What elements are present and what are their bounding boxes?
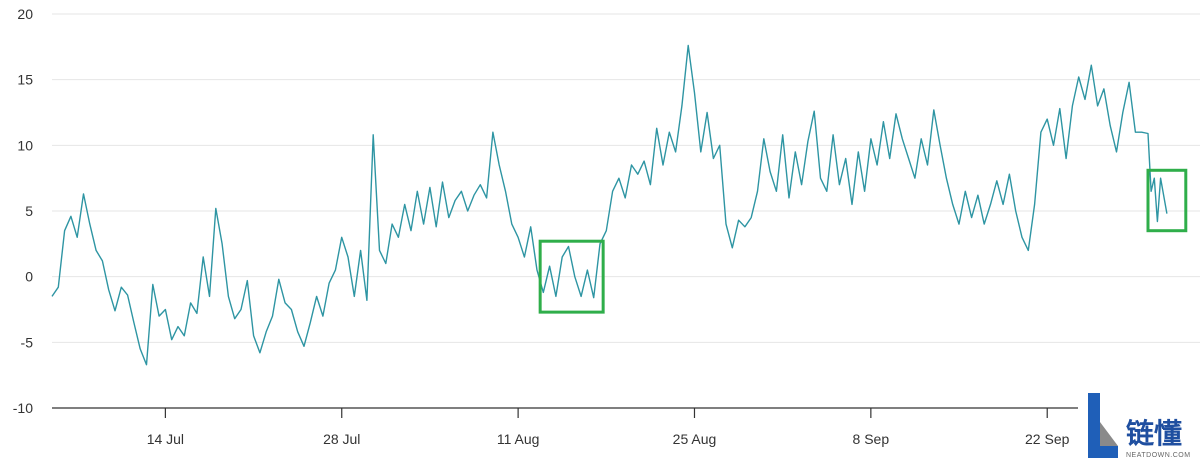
y-tick-label: -10 (13, 400, 33, 416)
x-tick-label: 11 Aug (497, 431, 540, 447)
y-tick-label: 15 (17, 72, 33, 88)
y-tick-label: 5 (25, 203, 33, 219)
x-tick-label: 14 Jul (147, 431, 184, 447)
y-tick-label: 0 (25, 269, 33, 285)
x-tick-label: 25 Aug (673, 431, 717, 447)
y-tick-label: 20 (17, 6, 33, 22)
highlight-boxes (538, 168, 1188, 314)
x-axis-ticks: 14 Jul 28 Jul 11 Aug 25 Aug 8 Sep 22 Sep (147, 408, 1070, 447)
y-axis-tick-labels: -10 -5 0 5 10 15 20 (13, 6, 33, 416)
neatdown-logo: 链懂 NEATDOWN.COM (1088, 393, 1191, 459)
logo-name: 链懂 (1126, 418, 1182, 449)
y-tick-label: 10 (17, 137, 33, 153)
highlight-box (1146, 168, 1188, 233)
y-tick-label: -5 (21, 334, 34, 350)
x-tick-label: 28 Jul (323, 431, 360, 447)
x-tick-label: 8 Sep (853, 431, 890, 447)
logo-l-shade (1100, 422, 1118, 446)
x-tick-label: 22 Sep (1025, 431, 1070, 447)
series-line (51, 44, 1168, 366)
logo-l-mark (1088, 393, 1118, 458)
logo-sub: NEATDOWN.COM (1126, 452, 1191, 459)
highlight-box (538, 239, 605, 314)
grid-lines (52, 13, 1200, 343)
